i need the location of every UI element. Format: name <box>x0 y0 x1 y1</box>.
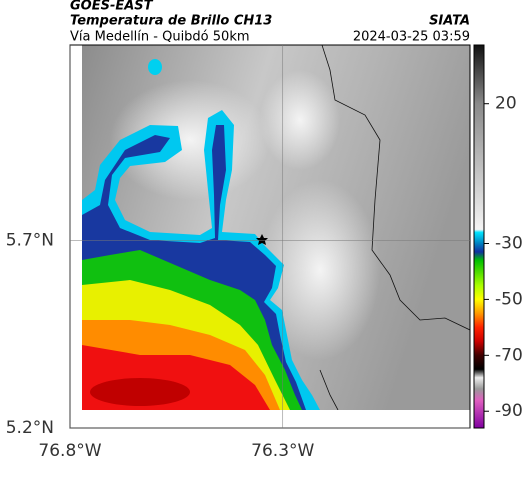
colorbar-tick-label: -70 <box>495 345 523 365</box>
colorbar-tick-label: -90 <box>495 401 523 421</box>
y-tick-label: 5.7°N <box>6 230 54 250</box>
source: GOES-EAST <box>70 0 154 14</box>
colorbar-tick-label: -50 <box>495 289 523 309</box>
y-tick-label: 5.2°N <box>6 418 54 438</box>
colorbar-tick-label: 20 <box>495 94 517 114</box>
product: Temperatura de Brillo CH13 <box>70 14 272 29</box>
timestamp: 2024-03-25 03:59 <box>353 30 470 45</box>
light-cloud <box>260 180 380 360</box>
colorbar-tick-label: -30 <box>495 233 523 253</box>
region: Vía Medellín - Quibdó 50km <box>70 30 250 45</box>
x-tick-label: 76.8°W <box>38 441 101 461</box>
cloud-darkred <box>90 378 190 406</box>
x-tick-label: 76.3°W <box>251 441 314 461</box>
light-cloud <box>260 70 340 170</box>
colorbar <box>473 44 485 429</box>
border <box>321 45 470 331</box>
imagery <box>82 45 470 410</box>
cloud-cell <box>148 59 162 75</box>
border <box>319 369 339 410</box>
agency: SIATA <box>429 14 470 29</box>
location-star <box>256 234 268 245</box>
